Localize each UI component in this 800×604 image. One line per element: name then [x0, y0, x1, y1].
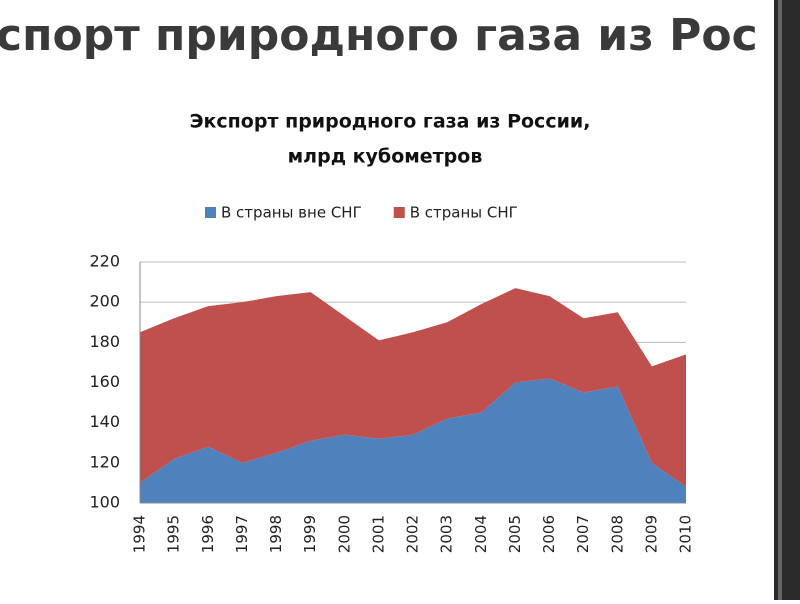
- x-tick-label: 2007: [574, 515, 592, 553]
- slide-edge: [774, 0, 800, 600]
- x-tick-label: 1996: [199, 515, 217, 553]
- x-tick-label: 2005: [506, 515, 524, 553]
- slide-title: спорт природного газа из Рос: [0, 10, 758, 61]
- legend-swatch: [393, 207, 405, 218]
- y-tick-label: 180: [89, 332, 120, 351]
- x-tick-label: 1997: [233, 515, 251, 553]
- x-tick-label: 2003: [438, 515, 456, 553]
- x-tick-label: 2008: [608, 515, 626, 553]
- x-tick-label: 2002: [404, 515, 422, 553]
- y-tick-label: 220: [89, 252, 120, 271]
- x-tick-label: 2009: [642, 515, 660, 553]
- x-tick-label: 2006: [540, 515, 558, 553]
- x-tick-label: 1998: [267, 515, 285, 553]
- chart-title: Экспорт природного газа из России,: [190, 111, 591, 133]
- slide-edge-stripe: [778, 0, 782, 600]
- legend-label: В страны СНГ: [410, 204, 518, 222]
- legend-label: В страны вне СНГ: [221, 204, 362, 222]
- y-tick-label: 140: [89, 412, 120, 431]
- x-tick-label: 1999: [301, 515, 319, 553]
- y-tick-label: 160: [89, 372, 120, 391]
- x-tick-label: 1994: [131, 515, 149, 553]
- y-tick-label: 200: [89, 292, 120, 311]
- x-tick-label: 2001: [369, 515, 387, 553]
- area: [140, 378, 686, 503]
- area: [140, 288, 686, 487]
- x-tick-label: 2000: [335, 515, 353, 553]
- y-tick-label: 120: [89, 452, 120, 471]
- x-tick-label: 1995: [165, 515, 183, 553]
- y-tick-label: 100: [89, 493, 120, 512]
- x-tick-label: 2004: [472, 515, 490, 553]
- chart-subtitle: млрд кубометров: [288, 146, 483, 168]
- legend-swatch: [205, 207, 216, 218]
- x-tick-label: 2010: [677, 515, 695, 553]
